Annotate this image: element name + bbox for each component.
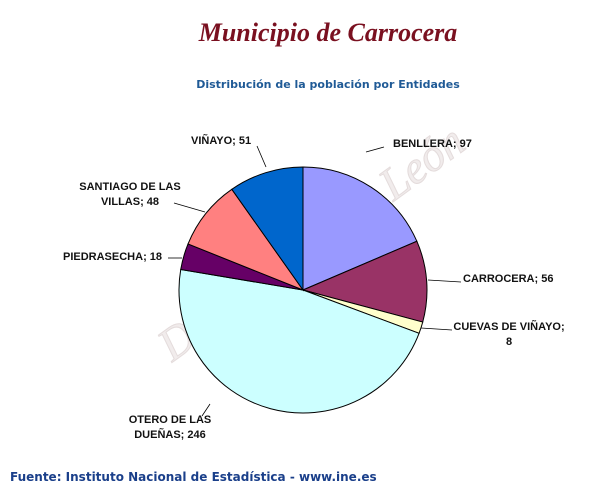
page-title: Municipio de Carrocera: [198, 18, 458, 47]
slice-label: VIÑAYO; 51: [191, 134, 251, 147]
leader-lines: [168, 145, 462, 417]
slice-labels: BENLLERA; 97 CARROCERA; 56 CUEVAS DE VIÑAY…: [63, 134, 565, 441]
leader-line: [173, 202, 206, 213]
slice-label: BENLLERA; 97: [393, 138, 472, 150]
source-note: Fuente: Instituto Nacional de Estadístic…: [10, 470, 377, 484]
slice-label: PIEDRASECHA; 18: [63, 251, 162, 263]
slice-label: SANTIAGO DE LAS VILLAS; 48: [79, 181, 180, 208]
leader-line: [420, 327, 453, 331]
pie-slice-viñayo: [231, 166, 304, 292]
chart-subtitle: Distribución de la población por Entidad…: [196, 78, 460, 91]
slice-label: OTERO DE LAS DUEÑAS; 246: [129, 414, 212, 441]
leader-line: [256, 145, 267, 168]
pie-slices: [178, 166, 428, 414]
pie-slice-otero-de-las-dueñas: [178, 268, 420, 414]
leader-line: [365, 146, 385, 153]
pie-slice-carrocera: [301, 240, 428, 323]
pie-slice-benllera: [302, 166, 418, 291]
leader-line: [427, 279, 462, 283]
slice-label: CUEVAS DE VIÑAYO; 8: [453, 320, 564, 348]
leader-line: [201, 403, 211, 417]
slice-label: CARROCERA; 56: [463, 273, 553, 285]
